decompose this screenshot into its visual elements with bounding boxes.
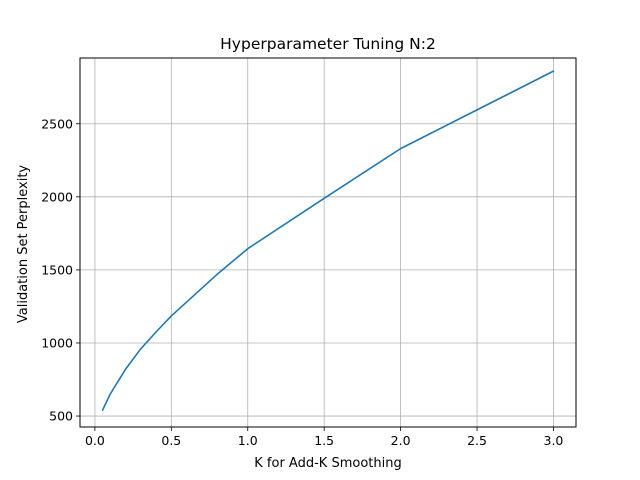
y-tick-label: 1000 — [41, 335, 73, 350]
x-tick-label: 2.0 — [391, 433, 411, 448]
plot-frame — [79, 57, 577, 428]
x-axis: 0.0 0.5 1.0 1.5 2.0 2.5 3.0 — [85, 427, 563, 448]
x-tick-label: 0.5 — [161, 433, 181, 448]
y-tick-label: 2000 — [41, 189, 73, 204]
y-axis: 500 1000 1500 2000 2500 — [41, 116, 80, 424]
x-tick-label: 2.5 — [467, 433, 487, 448]
chart-title: Hyperparameter Tuning N:2 — [220, 35, 436, 53]
x-tick-label: 3.0 — [544, 433, 564, 448]
grid — [80, 58, 576, 427]
x-tick-label: 1.5 — [314, 433, 334, 448]
series-layer — [101, 70, 555, 411]
y-tick-label: 2500 — [41, 116, 73, 131]
x-tick-label: 1.0 — [238, 433, 258, 448]
series-line-perplexity — [101, 70, 555, 411]
x-axis-label: K for Add-K Smoothing — [254, 456, 401, 471]
y-tick-label: 500 — [49, 409, 73, 424]
y-axis-label: Validation Set Perplexity — [16, 165, 31, 324]
x-tick-label: 0.0 — [85, 433, 105, 448]
y-tick-label: 1500 — [41, 262, 73, 277]
